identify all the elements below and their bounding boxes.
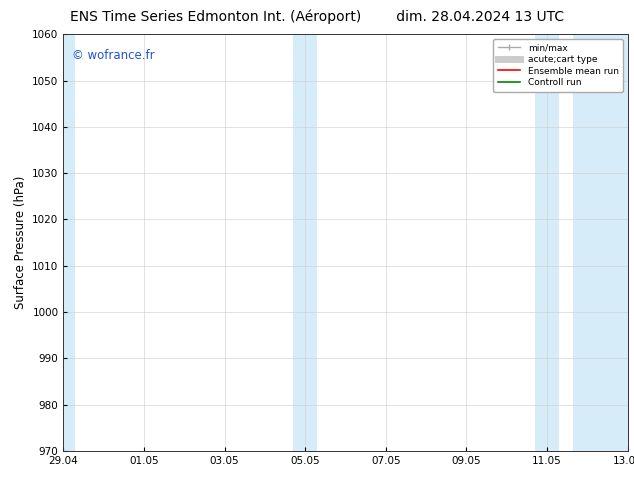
Text: ENS Time Series Edmonton Int. (Aéroport)        dim. 28.04.2024 13 UTC: ENS Time Series Edmonton Int. (Aéroport)… — [70, 10, 564, 24]
Text: © wofrance.fr: © wofrance.fr — [72, 49, 155, 62]
Bar — [573, 34, 630, 451]
Bar — [63, 34, 75, 451]
Legend: min/max, acute;cart type, Ensemble mean run, Controll run: min/max, acute;cart type, Ensemble mean … — [493, 39, 623, 92]
Y-axis label: Surface Pressure (hPa): Surface Pressure (hPa) — [14, 176, 27, 309]
Bar — [535, 34, 559, 451]
Bar — [293, 34, 317, 451]
